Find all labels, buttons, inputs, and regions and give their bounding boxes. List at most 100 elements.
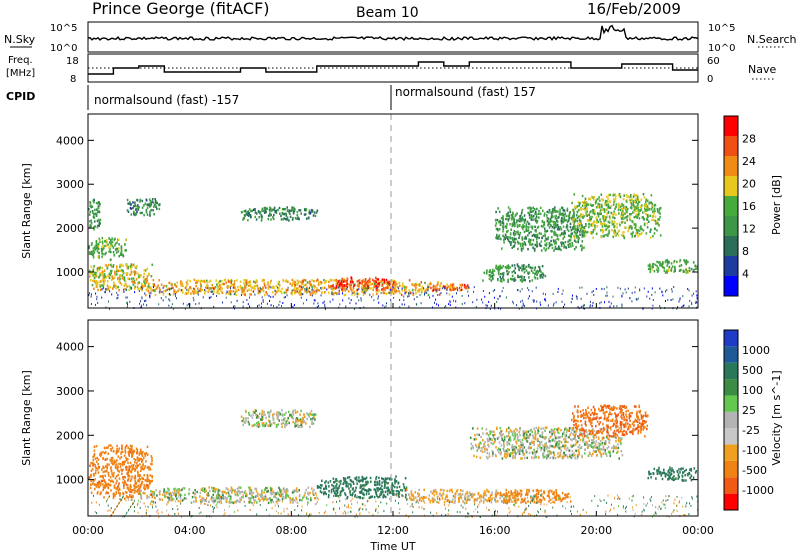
data-cell — [649, 264, 651, 267]
data-cell — [119, 278, 121, 281]
data-cell — [95, 201, 98, 205]
data-cell — [659, 234, 662, 237]
data-cell — [535, 234, 538, 237]
noise-cell — [380, 292, 382, 295]
data-cell — [356, 284, 359, 287]
data-cell — [244, 209, 247, 213]
data-cell — [251, 286, 253, 290]
data-cell — [583, 201, 585, 205]
data-cell — [207, 500, 210, 504]
data-cell — [259, 289, 261, 292]
data-cell — [568, 212, 571, 215]
data-cell — [270, 279, 272, 283]
data-cell — [598, 196, 600, 199]
data-cell — [416, 500, 419, 503]
data-cell — [150, 462, 152, 466]
data-cell — [102, 476, 105, 479]
data-cell — [565, 219, 568, 222]
data-cell — [414, 283, 417, 286]
data-cell — [590, 217, 592, 221]
data-cell — [97, 483, 99, 487]
data-cell — [535, 210, 537, 214]
data-cell — [356, 479, 358, 482]
data-cell — [353, 284, 355, 287]
data-cell — [166, 492, 168, 495]
noise-cell — [604, 301, 605, 304]
data-cell — [136, 462, 138, 465]
data-cell — [355, 486, 357, 489]
data-cell — [136, 466, 138, 470]
data-cell — [431, 492, 434, 495]
data-cell — [637, 234, 640, 238]
data-cell — [120, 251, 123, 254]
data-cell — [226, 285, 228, 288]
noise-cell — [438, 304, 439, 307]
data-cell — [112, 265, 114, 268]
noise-cell — [261, 296, 263, 299]
data-cell — [364, 283, 366, 287]
data-cell — [520, 219, 523, 222]
data-cell — [230, 289, 232, 293]
data-cell — [309, 292, 312, 296]
data-cell — [633, 208, 636, 212]
data-cell — [286, 216, 289, 219]
data-cell — [610, 229, 613, 232]
data-cell — [374, 284, 376, 288]
data-cell — [404, 289, 406, 292]
data-cell — [264, 495, 267, 499]
data-cell — [248, 489, 251, 492]
data-cell — [632, 201, 635, 205]
data-cell — [560, 228, 563, 231]
data-cell — [227, 285, 230, 288]
data-cell — [116, 466, 118, 470]
noise-cell — [276, 306, 278, 309]
data-cell — [126, 465, 128, 469]
data-cell — [126, 471, 129, 475]
data-cell — [101, 272, 103, 275]
data-cell — [663, 269, 666, 272]
noise-cell — [97, 301, 99, 304]
data-cell — [95, 214, 98, 217]
data-cell — [531, 218, 533, 221]
data-cell — [349, 281, 352, 284]
data-cell — [618, 229, 621, 232]
data-cell — [583, 215, 585, 218]
data-cell — [670, 267, 673, 270]
data-cell — [404, 477, 407, 480]
data-cell — [270, 493, 272, 496]
data-cell — [461, 493, 464, 496]
data-cell — [148, 198, 151, 201]
data-cell — [258, 497, 260, 500]
data-cell — [362, 487, 365, 490]
data-cell — [598, 213, 600, 216]
data-cell — [146, 483, 148, 487]
noise-cell — [317, 302, 319, 305]
data-cell — [120, 246, 123, 250]
data-cell — [366, 288, 369, 291]
noise-cell — [652, 299, 654, 301]
noise-cell — [586, 292, 588, 295]
data-cell — [121, 447, 123, 450]
data-cell — [158, 279, 160, 282]
data-cell — [234, 290, 237, 294]
data-cell — [405, 286, 408, 289]
data-cell — [284, 208, 287, 211]
data-cell — [152, 283, 154, 286]
data-cell — [130, 471, 133, 474]
data-cell — [591, 215, 593, 219]
data-cell — [124, 287, 126, 291]
noise-cell — [126, 296, 128, 299]
data-cell — [97, 247, 100, 251]
data-cell — [443, 489, 445, 492]
data-cell — [603, 234, 605, 237]
data-cell — [266, 207, 268, 210]
data-cell — [105, 491, 108, 494]
data-cell — [132, 466, 134, 469]
data-cell — [514, 498, 517, 501]
noise-cell — [455, 300, 457, 303]
data-cell — [98, 255, 100, 258]
data-cell — [452, 283, 455, 286]
noise-cell — [311, 288, 313, 291]
data-cell — [502, 234, 504, 237]
noise-cell — [589, 304, 591, 307]
